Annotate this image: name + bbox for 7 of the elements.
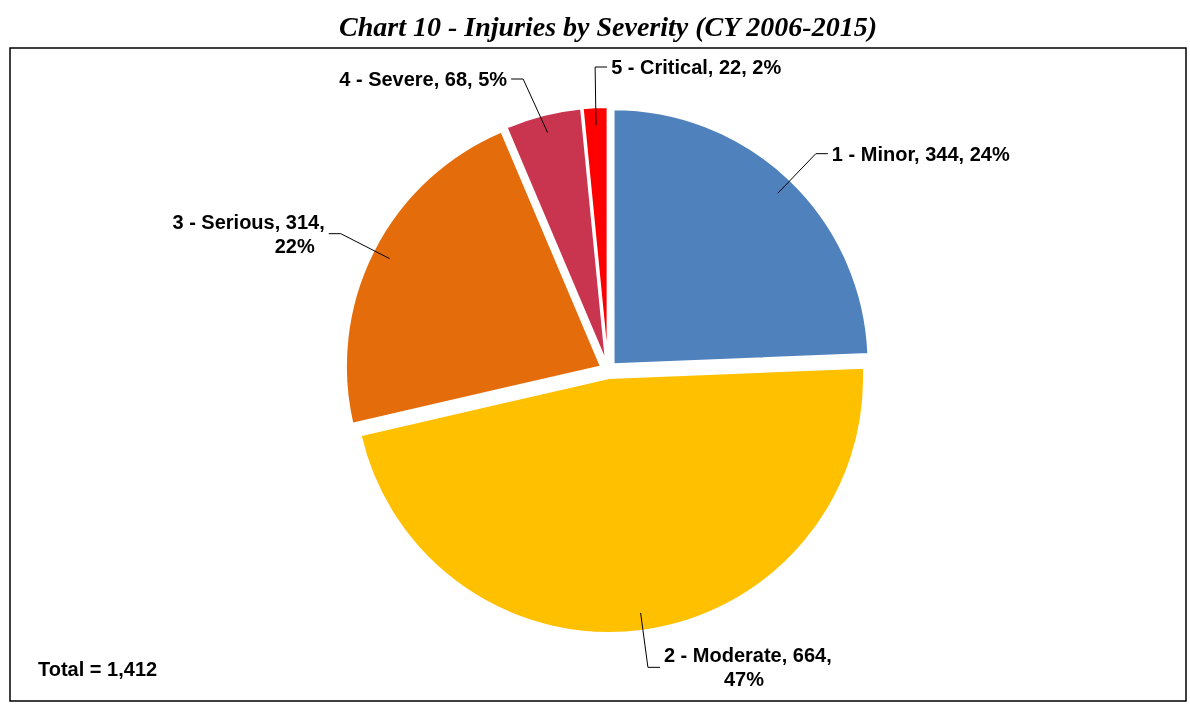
chart-title: Chart 10 - Injuries by Severity (CY 2006-2015) [339, 11, 877, 42]
slice-label: 5 - Critical, 22, 2% [611, 56, 782, 78]
slice-label: 2 - Moderate, 664, 47% [663, 644, 832, 691]
text: Total = 1,412 [38, 658, 158, 680]
slice-label: 1 - Minor, 344, 24% [831, 142, 1010, 165]
slice-label: 4 - Severe, 68, 5% [339, 68, 508, 90]
slice-label: 3 - Serious, 314, 22% [172, 210, 325, 257]
